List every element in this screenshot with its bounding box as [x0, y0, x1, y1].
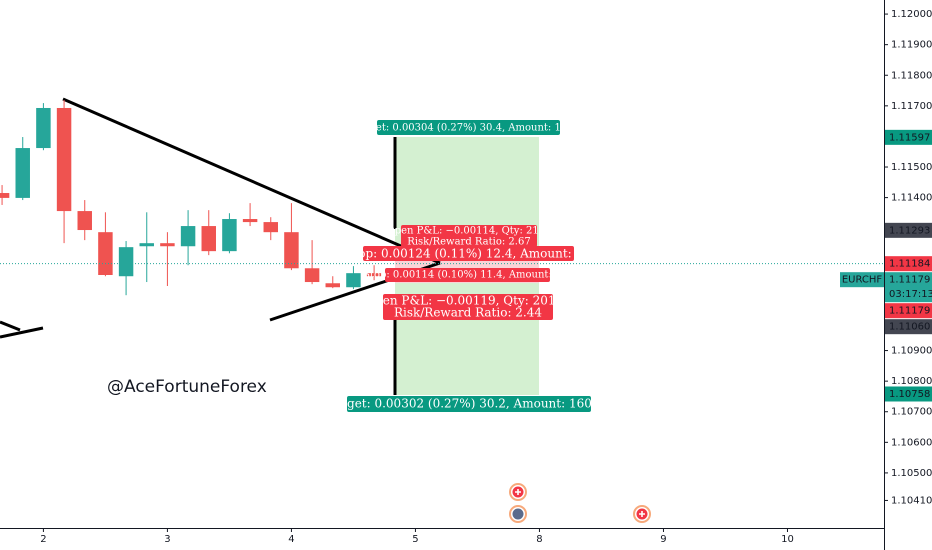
price-marker-label: 1.11179 — [889, 275, 930, 286]
x-tick-label: 4 — [288, 534, 294, 545]
annotation-box — [385, 268, 550, 282]
trend-line — [0, 320, 21, 332]
candle-body — [263, 222, 278, 233]
x-tick-label: 3 — [164, 534, 170, 545]
price-marker — [885, 256, 932, 272]
annotation-box — [383, 294, 553, 320]
candle-body — [139, 243, 154, 247]
candle-body — [366, 273, 382, 277]
y-tick-label: 1.10800 — [891, 376, 932, 387]
annotation: Stop: 0.00114 (0.10%) 11.4, Amount: 7.5 — [363, 270, 571, 281]
candles — [0, 100, 382, 296]
y-tick-label: 1.10700 — [891, 407, 932, 418]
annotation: Open P&L: −0.00114, Qty: 2192 — [387, 226, 552, 237]
candle-body — [56, 107, 72, 212]
y-tick-label: 1.11800 — [891, 70, 932, 81]
candle-body — [346, 273, 361, 288]
event-icon — [509, 483, 651, 523]
watermark: @AceFortuneForex — [107, 377, 267, 397]
candle-body — [325, 283, 340, 288]
x-tick-label: 5 — [412, 534, 418, 545]
annotation: Target: 0.00304 (0.27%) 30.4, Amount: 16… — [353, 123, 583, 134]
price-marker-label: 1.11179 — [889, 306, 930, 317]
x-tick-label: 2 — [40, 534, 46, 545]
y-tick-label: 1.12000 — [891, 9, 932, 20]
annotation-box — [363, 246, 574, 261]
annotation: Stop: 0.00124 (0.11%) 12.4, Amount: 75 — [345, 247, 591, 261]
candle-body — [201, 226, 216, 252]
x-tick-label: 9 — [660, 534, 666, 545]
price-marker — [885, 272, 932, 303]
x-tick-label: 10 — [781, 534, 794, 545]
annotation: Risk/Reward Ratio: 2.44 — [394, 306, 542, 320]
price-marker — [885, 386, 932, 402]
candle-body — [304, 268, 320, 283]
candle-body — [77, 211, 92, 231]
candle-body — [242, 219, 258, 223]
trend-line — [62, 97, 441, 265]
candle-body — [98, 232, 113, 275]
annotation-box — [401, 225, 537, 247]
y-tick-label: 1.11900 — [891, 40, 932, 51]
price-marker-label: 1.11597 — [889, 132, 930, 143]
candle-body — [118, 247, 134, 277]
candle-body — [15, 148, 30, 198]
candle-body — [180, 226, 196, 247]
symbol-tag — [840, 272, 884, 288]
y-tick-label: 1.11500 — [891, 162, 932, 173]
price-marker-label: 1.11293 — [889, 225, 930, 236]
annotation: Target: 0.00302 (0.27%) 30.2, Amount: 16… — [327, 397, 611, 411]
candle-body — [36, 107, 51, 149]
annotation: Risk/Reward Ratio: 2.67 — [407, 237, 530, 248]
annotation-box — [377, 120, 560, 135]
y-tick-label: 1.11700 — [891, 101, 932, 112]
price-marker — [885, 319, 932, 335]
countdown: 03:17:13 — [889, 289, 932, 300]
price-marker — [885, 222, 932, 238]
trend-line — [0, 326, 44, 339]
y-tick-label: 1.10600 — [891, 437, 932, 448]
price-marker-label: 1.11060 — [889, 322, 930, 333]
candle-body — [160, 243, 175, 247]
candle-body — [284, 232, 299, 269]
price-marker — [885, 303, 932, 319]
y-tick-label: 1.10900 — [891, 346, 932, 357]
y-tick-label: 1.11400 — [891, 193, 932, 204]
candle-body — [222, 219, 237, 252]
annotation: Open P&L: −0.00119, Qty: 20161 — [365, 294, 571, 308]
x-tick-label: 8 — [536, 534, 542, 545]
annotation-box — [347, 396, 591, 412]
price-marker — [885, 129, 932, 145]
candle-body — [0, 193, 10, 198]
y-tick-label: 1.10410 — [891, 495, 932, 506]
price-marker-label: 1.10758 — [889, 389, 930, 400]
symbol-label: EURCHF — [842, 275, 883, 286]
price-marker-label: 1.11184 — [889, 259, 930, 270]
y-tick-label: 1.10500 — [891, 468, 932, 479]
